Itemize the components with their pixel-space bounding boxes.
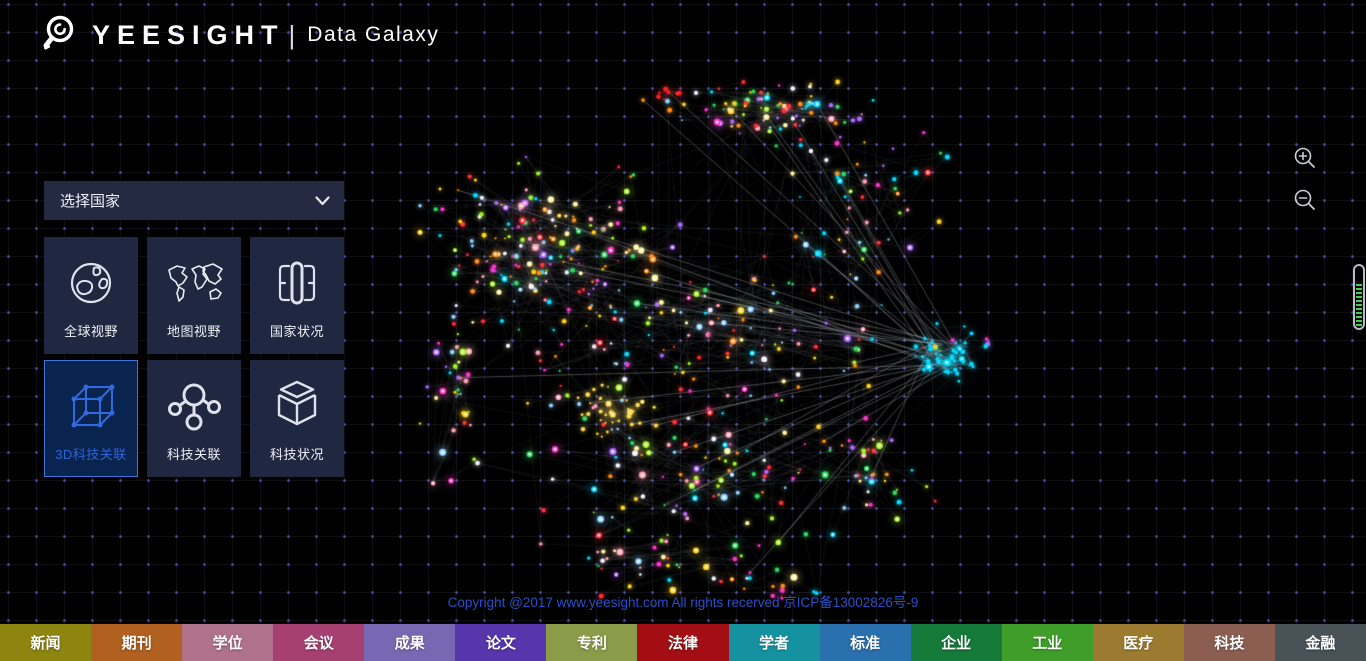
country-select-dropdown[interactable]: 选择国家 — [44, 181, 344, 220]
zoom-out-button[interactable] — [1292, 187, 1318, 213]
logo: YEESIGHT | Data Galaxy — [36, 12, 439, 58]
view-button-map[interactable]: 地图视野 — [147, 237, 241, 354]
category-button[interactable]: 期刊 — [91, 624, 183, 661]
category-button[interactable]: 论文 — [455, 624, 547, 661]
country-select-label: 选择国家 — [60, 193, 121, 210]
view-button-label: 3D科技关联 — [55, 447, 127, 462]
zoom-in-icon — [1294, 147, 1315, 168]
category-button[interactable]: 学者 — [728, 624, 820, 661]
view-button-tech-relation[interactable]: 科技关联 — [147, 360, 241, 477]
view-button-label: 地图视野 — [166, 324, 221, 339]
category-button[interactable]: 法律 — [637, 624, 729, 661]
zoom-controls — [1292, 145, 1318, 229]
category-button[interactable]: 新闻 — [0, 624, 92, 661]
brand-separator: | — [288, 19, 296, 50]
category-button[interactable]: 工业 — [1001, 624, 1093, 661]
zoom-in-button[interactable] — [1292, 145, 1318, 171]
world-map-icon — [148, 252, 240, 314]
category-button[interactable]: 科技 — [1183, 624, 1275, 661]
view-button-country-status[interactable]: 国家状况 — [250, 237, 344, 354]
view-button-grid: 全球视野 地图视野 — [44, 237, 344, 477]
category-button[interactable]: 企业 — [910, 624, 1002, 661]
brand-name: YEESIGHT — [92, 19, 285, 50]
view-button-label: 全球视野 — [63, 324, 118, 339]
category-button[interactable]: 标准 — [819, 624, 911, 661]
view-button-label: 科技状况 — [269, 447, 324, 462]
category-bar: 新闻 期刊 学位 会议 成果 论文 专利 法律 学者 标准 企业 工业 医疗 科技 金融 — [0, 624, 1366, 661]
product-name: Data Galaxy — [307, 23, 440, 46]
category-button[interactable]: 会议 — [273, 624, 365, 661]
network-icon — [148, 375, 240, 437]
chevron-down-icon — [315, 195, 330, 205]
view-button-label: 科技关联 — [166, 447, 221, 462]
level-indicator-fill — [1356, 282, 1362, 326]
app-header: YEESIGHT | Data Galaxy — [0, 0, 1366, 70]
cube-icon — [251, 375, 343, 437]
country-status-icon — [251, 252, 343, 314]
globe-icon — [45, 252, 137, 314]
copyright-text: Copyright @2017 www.yeesight.com All rig… — [447, 595, 919, 610]
view-button-global[interactable]: 全球视野 — [44, 237, 138, 354]
category-button[interactable]: 学位 — [182, 624, 274, 661]
category-button[interactable]: 金融 — [1274, 624, 1366, 661]
zoom-out-icon — [1294, 189, 1315, 210]
control-panel: 选择国家 全球视野 — [44, 181, 344, 477]
logo-magnifier-icon — [43, 15, 74, 50]
view-button-tech-status[interactable]: 科技状况 — [250, 360, 344, 477]
cube-3d-wireframe-icon — [45, 375, 137, 437]
category-button[interactable]: 专利 — [546, 624, 638, 661]
view-button-3d-tech[interactable]: 3D科技关联 — [44, 360, 138, 477]
category-button[interactable]: 成果 — [364, 624, 456, 661]
category-button[interactable]: 医疗 — [1092, 624, 1184, 661]
view-button-label: 国家状况 — [269, 324, 324, 339]
level-indicator[interactable] — [1353, 264, 1365, 330]
